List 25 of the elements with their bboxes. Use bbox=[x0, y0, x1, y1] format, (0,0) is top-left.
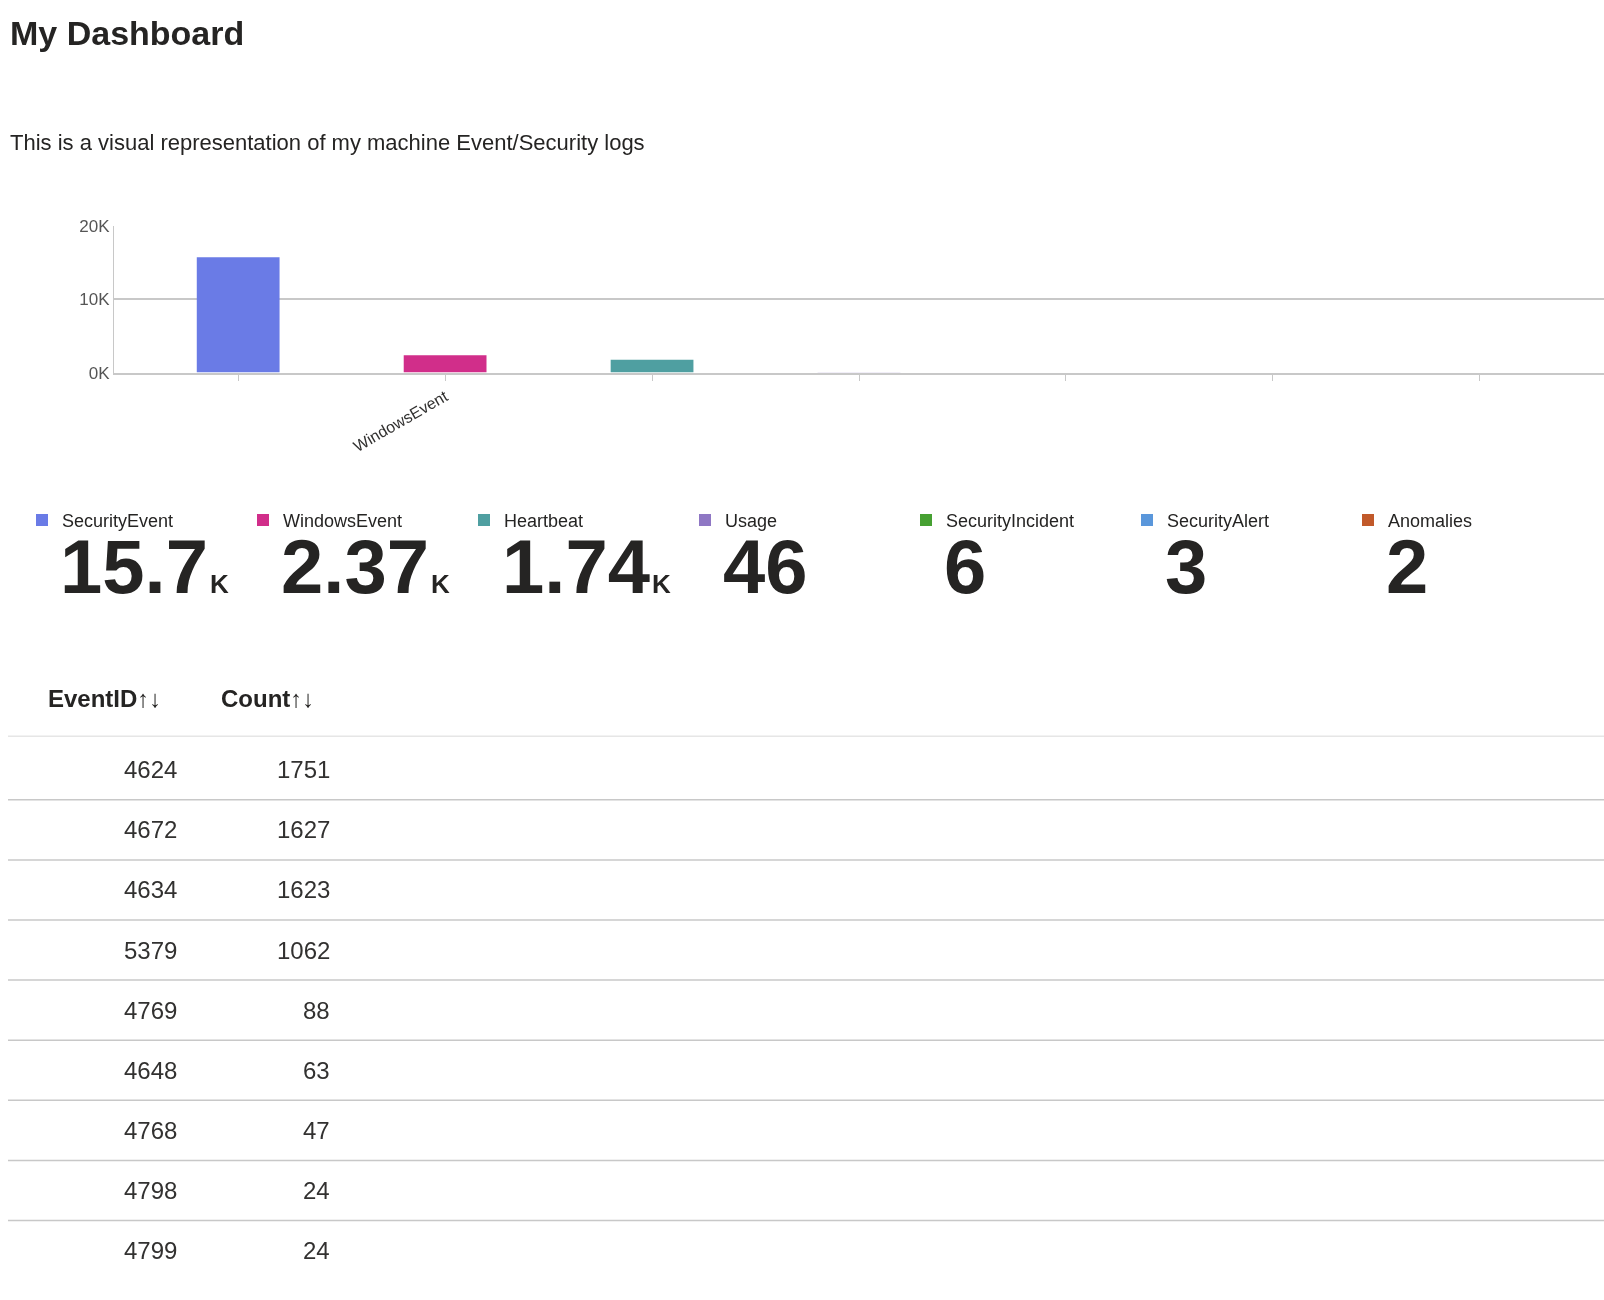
data-label: 1627 bbox=[277, 816, 331, 843]
y-tick-label: 20K bbox=[79, 216, 111, 236]
data-label: 24 bbox=[303, 1177, 330, 1204]
category-label: 4624 bbox=[124, 756, 178, 783]
data-label: 88 bbox=[303, 997, 330, 1024]
data-label: 1062 bbox=[277, 937, 331, 964]
data-label: 1623 bbox=[277, 876, 331, 903]
text: EventID↑↓ bbox=[48, 685, 162, 712]
text: Count↑↓ bbox=[221, 685, 315, 712]
y-tick-label: 0K bbox=[88, 363, 111, 383]
category-label: 4634 bbox=[124, 876, 178, 903]
category-label: 4672 bbox=[124, 816, 178, 843]
category-label: 4798 bbox=[124, 1177, 178, 1204]
data-label: 63 bbox=[303, 1057, 330, 1084]
category-label: 4799 bbox=[124, 1237, 178, 1264]
chart-title: My Dashboard bbox=[10, 14, 245, 52]
chart-subtitle: This is a visual representation of my machine Event/Security logs bbox=[10, 130, 645, 155]
data-label: 1751 bbox=[277, 756, 331, 783]
category-label: 4769 bbox=[124, 997, 178, 1024]
data-label: 47 bbox=[303, 1117, 330, 1144]
y-tick-label: 10K bbox=[79, 290, 111, 310]
category-label: 5379 bbox=[124, 937, 178, 964]
category-label: 4768 bbox=[124, 1117, 178, 1144]
data-label: 24 bbox=[303, 1237, 330, 1264]
category-label: 4648 bbox=[124, 1057, 178, 1084]
